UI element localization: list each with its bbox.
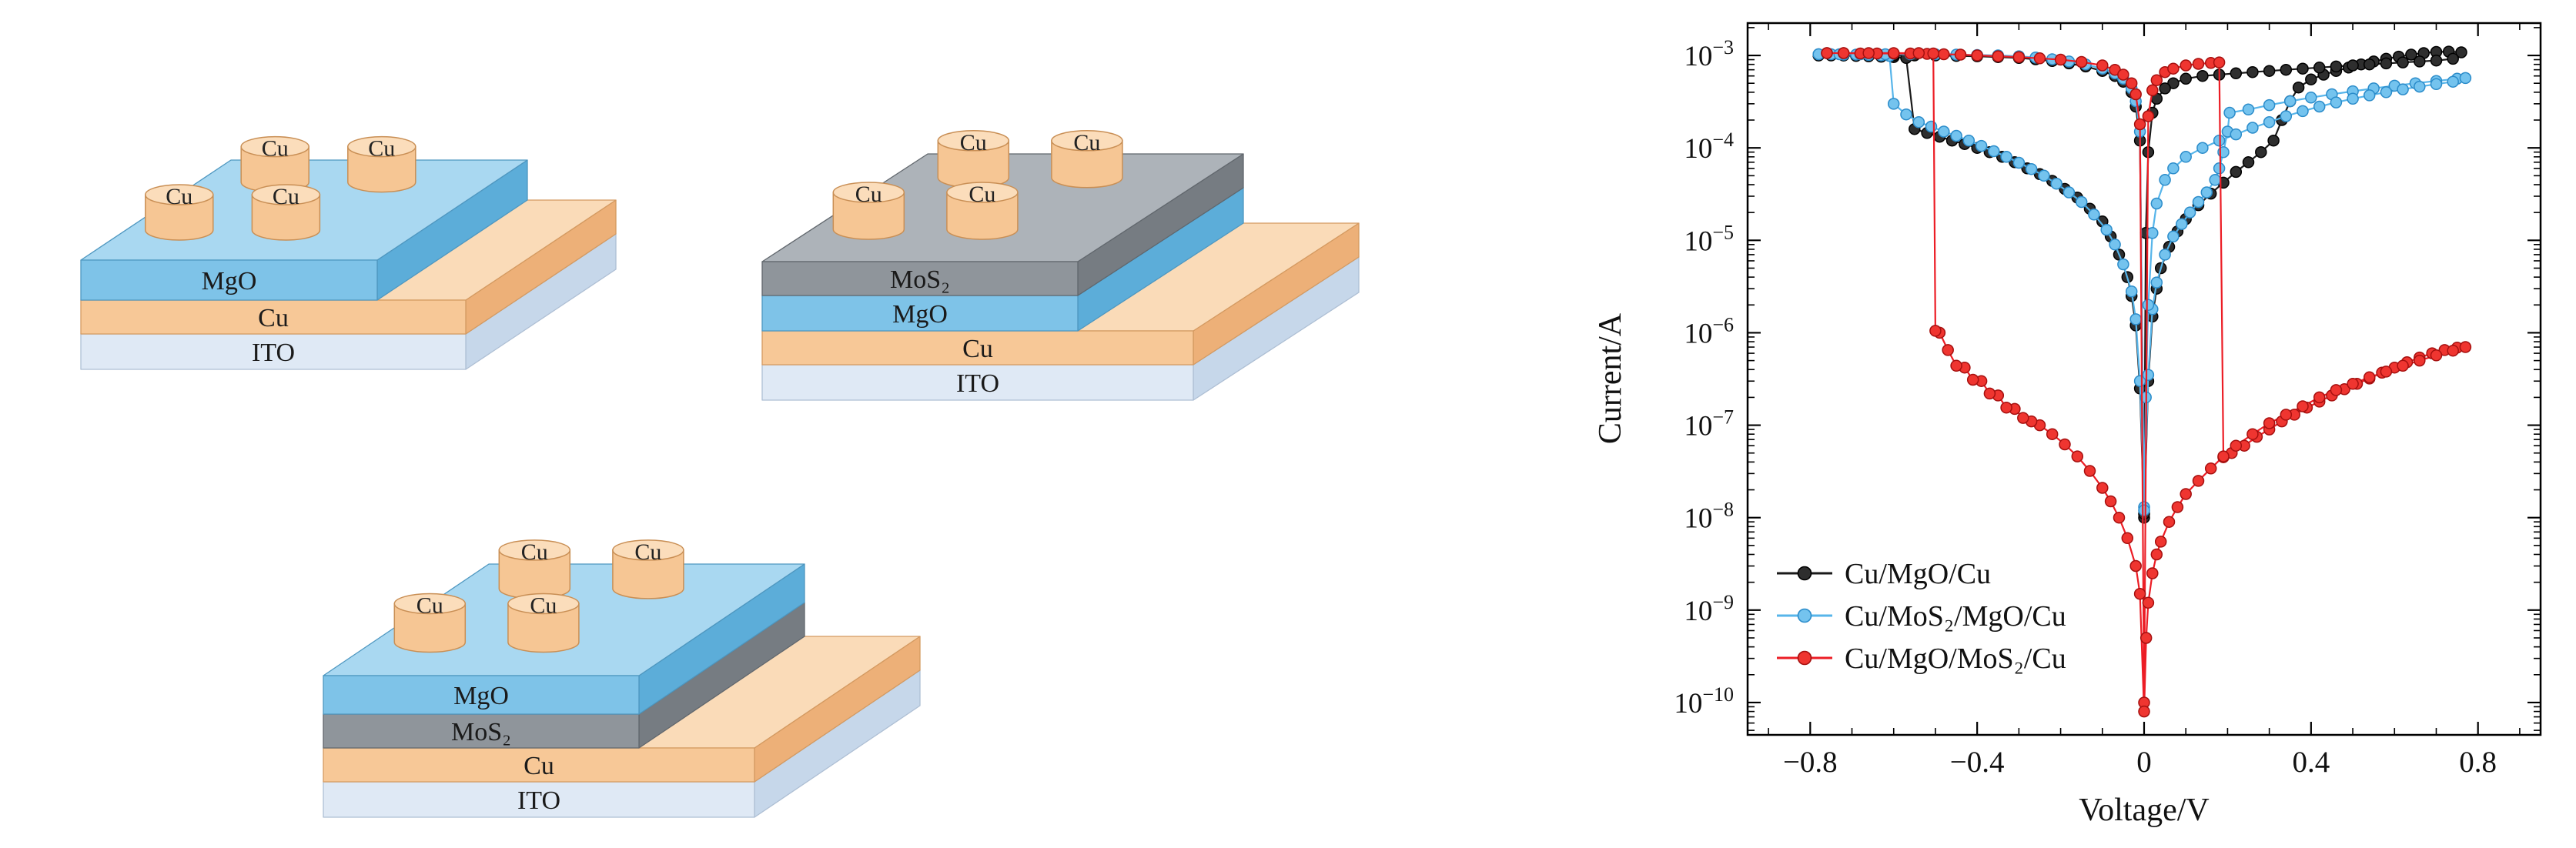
legend-entry-cu-mos2-mgo-cu: Cu/MoS₂/MgO/Cu (1777, 600, 2066, 633)
legend-entry-cu-mgo-mos2-cu: Cu/MgO/MoS₂/Cu (1777, 643, 2066, 675)
y-tick-label: 10−7 (1684, 406, 1734, 442)
layer-label: ITO (956, 369, 999, 398)
pillar-top (1051, 130, 1123, 152)
layer-label: MoS₂ (890, 265, 950, 294)
pillar-label: Cu (166, 184, 192, 209)
legend-marker (1797, 650, 1812, 666)
pillar-label: Cu (521, 539, 548, 565)
cu-pillar: Cu (347, 135, 417, 193)
pillar-top (347, 135, 417, 158)
y-axis-label: Current/A (1593, 312, 1628, 444)
x-tick-label: −0.8 (1783, 746, 1838, 779)
chart-legend: Cu/MgO/Cu Cu/MoS₂/MgO/Cu Cu/MgO/MoS₂/Cu (1777, 558, 2066, 675)
pillar-top (946, 182, 1019, 203)
pillar-label: Cu (855, 182, 882, 207)
pillar-body (832, 192, 905, 240)
pillar-top (832, 182, 905, 203)
pillar-top (507, 593, 580, 615)
pillar-body (507, 603, 580, 653)
pillar-top (937, 130, 1010, 152)
x-tick-label: 0 (2136, 746, 2152, 779)
pillar-body (145, 194, 214, 241)
cu-pillar: Cu (1051, 130, 1123, 189)
y-tick-label: 10−3 (1684, 36, 1734, 72)
layer-label: Cu (962, 335, 993, 363)
iv-chart: 10−3 10−4 10−5 10−6 10−7 10−8 10−9 10−10 −0.8 −0.… (1593, 22, 2542, 828)
pillar-label: Cu (368, 136, 395, 162)
layer-label: Cu (258, 304, 289, 332)
layer-label: ITO (517, 786, 560, 815)
cu-pillar: Cu (251, 184, 321, 241)
pillar-body (393, 603, 467, 653)
pillar-label: Cu (262, 136, 289, 162)
pillar-body (1051, 140, 1123, 189)
plot-frame (1746, 22, 2542, 736)
x-tick-label: 0.8 (2459, 746, 2497, 779)
x-tick-label: −0.4 (1950, 746, 2005, 779)
pillar-body (347, 145, 417, 193)
pillar-label: Cu (969, 182, 995, 207)
y-tick-label: 10−6 (1684, 313, 1734, 349)
pillar-label: Cu (417, 593, 443, 619)
pillar-top (240, 135, 309, 158)
y-tick-label: 10−5 (1684, 221, 1734, 257)
pillar-top (145, 184, 214, 205)
cu-pillar: Cu (240, 135, 309, 193)
x-tick-label: 0.4 (2292, 746, 2330, 779)
legend-entry-cu-mgo-cu: Cu/MgO/Cu (1777, 558, 1991, 590)
legend-marker (1797, 566, 1812, 581)
cu-pillar: Cu (937, 130, 1010, 189)
series-markers-cu-mgo-mos-cu (1821, 47, 2472, 718)
pillar-label: Cu (530, 593, 557, 619)
legend-label: Cu/MgO/MoS₂/Cu (1845, 643, 2066, 675)
pillar-body (251, 194, 321, 241)
layer-label: MgO (202, 267, 257, 295)
layer-label: MgO (892, 300, 948, 329)
cu-pillar: Cu (612, 539, 684, 599)
y-tick-label: 10−8 (1684, 499, 1734, 535)
cu-pillar: Cu (393, 593, 467, 653)
layer-label: Cu (524, 752, 554, 780)
layer-label: MgO (453, 682, 509, 710)
pillar-body (946, 192, 1019, 240)
pillar-label: Cu (960, 130, 987, 155)
pillar-top (251, 184, 321, 205)
pillar-top (612, 539, 684, 561)
axes: 10−3 10−4 10−5 10−6 10−7 10−8 10−9 10−10 −0.8 −0.… (1674, 23, 2541, 779)
legend-label: Cu/MoS₂/MgO/Cu (1845, 600, 2066, 633)
pillar-label: Cu (1073, 130, 1100, 155)
cu-pillar: Cu (946, 182, 1019, 240)
device-cu-mos2-mgo-cu: ITO Cu MgO MoS₂ Cu Cu Cu Cu (761, 130, 1360, 401)
device-cu-mgo-mos2-cu: ITO Cu MoS₂ MgO Cu Cu Cu Cu (323, 539, 921, 818)
pillar-label: Cu (273, 184, 299, 209)
legend-label: Cu/MgO/Cu (1845, 558, 1991, 590)
series-cu-mgo-mos-cu (1821, 47, 2472, 718)
pillar-body (612, 549, 684, 599)
layer-label: ITO (252, 339, 295, 367)
cu-pillar: Cu (498, 539, 571, 599)
y-tick-label: 10−4 (1684, 129, 1734, 165)
x-axis-label: Voltage/V (2079, 793, 2210, 828)
pillar-label: Cu (634, 539, 661, 565)
y-tick-label: 10−9 (1684, 591, 1734, 627)
iv-chart-plot-area: 10−3 10−4 10−5 10−6 10−7 10−8 10−9 10−10 −0.8 −0.… (1674, 22, 2542, 779)
legend-marker (1797, 608, 1812, 623)
cu-pillar: Cu (145, 184, 214, 241)
layer-label: MoS₂ (451, 718, 511, 746)
cu-pillar: Cu (832, 182, 905, 240)
pillar-top (498, 539, 571, 561)
y-tick-label: 10−10 (1674, 683, 1734, 719)
cu-pillar: Cu (507, 593, 580, 653)
pillar-top (393, 593, 467, 615)
